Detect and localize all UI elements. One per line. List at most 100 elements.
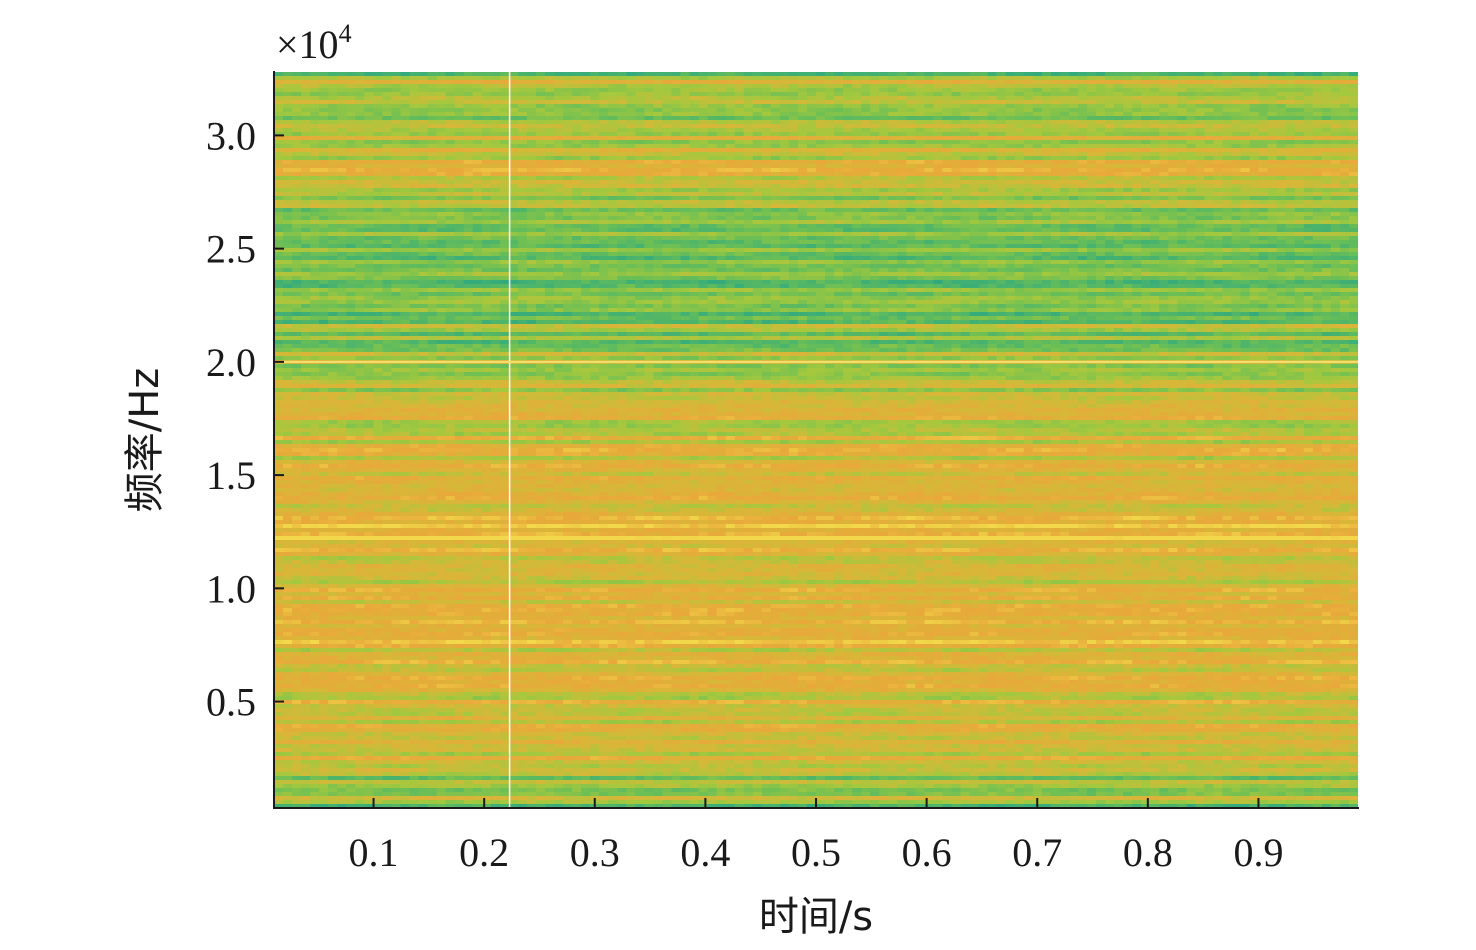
heatmap-cell xyxy=(708,200,718,205)
heatmap-cell xyxy=(662,236,672,241)
heatmap-cell xyxy=(879,160,889,165)
heatmap-cell xyxy=(536,220,546,225)
heatmap-cell xyxy=(428,112,438,117)
heatmap-cell xyxy=(906,212,916,217)
heatmap-cell xyxy=(816,144,826,149)
heatmap-cell xyxy=(400,216,410,221)
heatmap-cell xyxy=(554,200,564,205)
heatmap-cell xyxy=(428,92,438,97)
heatmap-cell xyxy=(428,108,438,113)
heatmap-cell xyxy=(635,224,645,229)
heatmap-cell xyxy=(988,120,998,125)
heatmap-cell xyxy=(1060,152,1070,157)
heatmap-cell xyxy=(590,144,600,149)
heatmap-cell xyxy=(328,236,338,241)
heatmap-cell xyxy=(373,188,383,193)
heatmap-cell xyxy=(1060,224,1070,229)
heatmap-cell xyxy=(572,168,582,173)
heatmap-cell xyxy=(1204,224,1214,229)
heatmap-cell xyxy=(1313,216,1323,221)
heatmap-cell xyxy=(446,108,456,113)
heatmap-cell xyxy=(536,152,546,157)
heatmap-cell xyxy=(762,216,772,221)
heatmap-cell xyxy=(527,224,537,229)
heatmap-cell xyxy=(690,196,700,201)
heatmap-cell xyxy=(644,212,654,217)
heatmap-cell xyxy=(970,100,980,105)
heatmap-cell xyxy=(391,228,401,233)
heatmap-cell xyxy=(1168,156,1178,161)
heatmap-cell xyxy=(1304,212,1314,217)
heatmap-cell xyxy=(608,184,618,189)
heatmap-cell xyxy=(726,88,736,93)
heatmap-cell xyxy=(391,88,401,93)
heatmap-cell xyxy=(274,140,284,145)
heatmap-cell xyxy=(1340,80,1350,85)
heatmap-cell xyxy=(391,184,401,189)
heatmap-cell xyxy=(789,124,799,129)
heatmap-cell xyxy=(888,92,898,97)
heatmap-cell xyxy=(942,184,952,189)
heatmap-cell xyxy=(690,140,700,145)
heatmap-cell xyxy=(319,188,329,193)
heatmap-cell xyxy=(662,128,672,133)
heatmap-cell xyxy=(1186,72,1196,77)
heatmap-cell xyxy=(500,196,510,201)
heatmap-cell xyxy=(961,192,971,197)
heatmap-cell xyxy=(807,88,817,93)
heatmap-cell xyxy=(500,160,510,165)
heatmap-cell xyxy=(635,180,645,185)
heatmap-cell xyxy=(1141,164,1151,169)
heatmap-cell xyxy=(671,196,681,201)
heatmap-cell xyxy=(1223,100,1233,105)
heatmap-cell xyxy=(319,152,329,157)
heatmap-cell xyxy=(780,172,790,177)
heatmap-cell xyxy=(1195,124,1205,129)
heatmap-cell xyxy=(825,236,835,241)
heatmap-cell xyxy=(545,128,555,133)
heatmap-cell xyxy=(482,80,492,85)
heatmap-cell xyxy=(1186,216,1196,221)
heatmap-cell xyxy=(1096,140,1106,145)
heatmap-cell xyxy=(1195,176,1205,181)
heatmap-cell xyxy=(590,164,600,169)
heatmap-cell xyxy=(1015,160,1025,165)
heatmap-cell xyxy=(1105,204,1115,209)
heatmap-cell xyxy=(662,164,672,169)
heatmap-cell xyxy=(400,148,410,153)
heatmap-cell xyxy=(744,164,754,169)
heatmap-cell xyxy=(1213,152,1223,157)
heatmap-cell xyxy=(825,160,835,165)
heatmap-cell xyxy=(816,220,826,225)
heatmap-cell xyxy=(1132,136,1142,141)
heatmap-cell xyxy=(653,208,663,213)
heatmap-cell xyxy=(690,172,700,177)
heatmap-cell xyxy=(1177,192,1187,197)
heatmap-cell xyxy=(301,72,311,77)
heatmap-cell xyxy=(527,232,537,237)
heatmap-cell xyxy=(1223,92,1233,97)
heatmap-cell xyxy=(915,104,925,109)
heatmap-cell xyxy=(970,176,980,181)
heatmap-cell xyxy=(400,168,410,173)
heatmap-cell xyxy=(563,184,573,189)
heatmap-cell xyxy=(563,148,573,153)
heatmap-cell xyxy=(1213,136,1223,141)
heatmap-cell xyxy=(1349,80,1359,85)
heatmap-cell xyxy=(1096,208,1106,213)
heatmap-cell xyxy=(961,96,971,101)
heatmap-cell xyxy=(1286,152,1296,157)
heatmap-cell xyxy=(906,72,916,77)
heatmap-cell xyxy=(373,100,383,105)
heatmap-cell xyxy=(328,104,338,109)
heatmap-cell xyxy=(762,72,772,77)
heatmap-cell xyxy=(1051,196,1061,201)
heatmap-cell xyxy=(861,144,871,149)
heatmap-cell xyxy=(473,120,483,125)
heatmap-cell xyxy=(789,80,799,85)
heatmap-cell xyxy=(328,224,338,229)
heatmap-cell xyxy=(1078,84,1088,89)
heatmap-cell xyxy=(970,156,980,161)
heatmap-cell xyxy=(635,132,645,137)
heatmap-cell xyxy=(500,120,510,125)
